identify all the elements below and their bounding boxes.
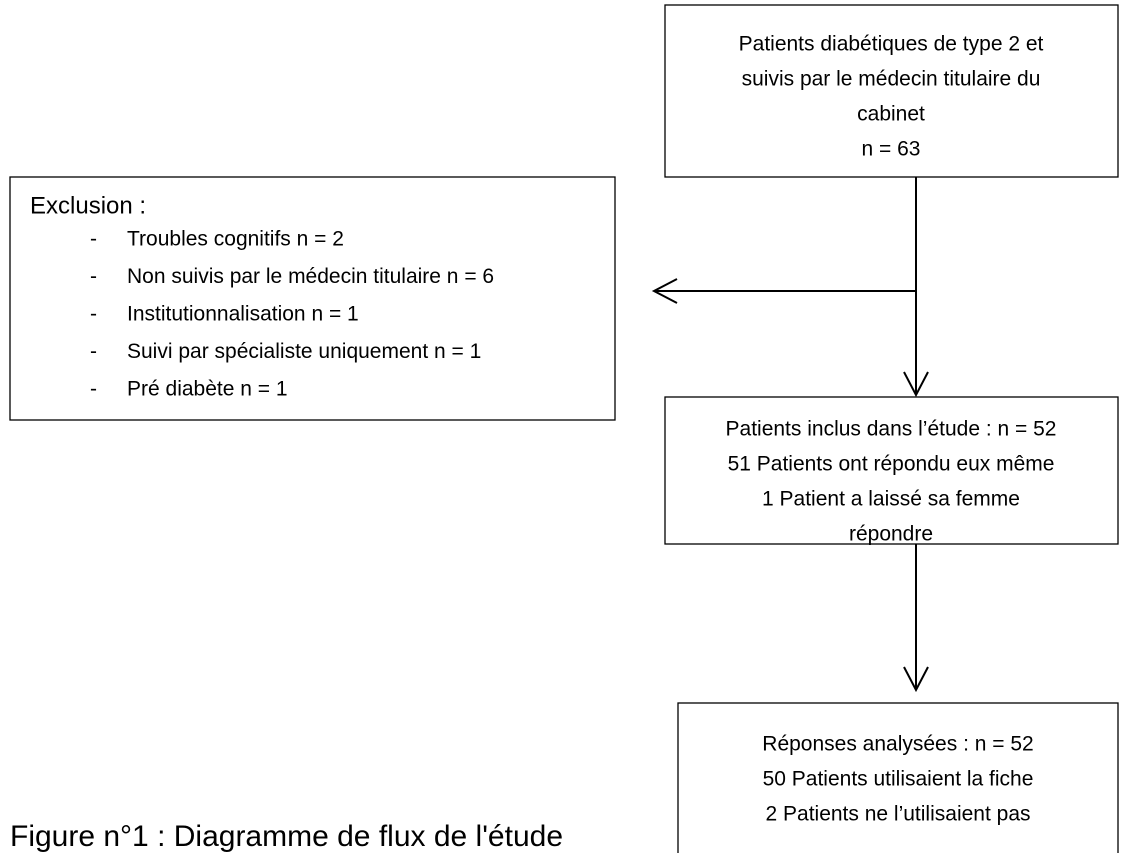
node-line: 2 Patients ne l’utilisaient pas (766, 803, 1031, 826)
caption: Figure n°1 : Diagramme de flux de l'étud… (10, 820, 563, 853)
node-line: cabinet (857, 103, 925, 126)
node-box (664, 396, 1119, 545)
node-line: n = 63 (862, 138, 921, 161)
exclusion-list: - Troubles cognitifs n = 2 - Non suivis par… (90, 228, 494, 401)
node-line: Patients diabétiques de type 2 et (739, 33, 1044, 56)
node-line: Réponses analysées : n = 52 (762, 733, 1033, 756)
node-line: 51 Patients ont répondu eux même (728, 453, 1055, 476)
bullet: - (90, 228, 97, 251)
node-line: Patients inclus dans l’étude : n = 52 (726, 418, 1057, 441)
exclusion-item: Institutionnalisation n = 1 (127, 303, 359, 326)
node-line: suivis par le médecin titulaire du (742, 68, 1041, 91)
node-texts: Patients diabétiques de type 2 et suivis … (726, 33, 1057, 826)
node-line: répondre (849, 523, 933, 546)
bullet: - (90, 340, 97, 363)
node-box (664, 4, 1119, 178)
bullet: - (90, 303, 97, 326)
bullet: - (90, 378, 97, 401)
exclusion-item: Troubles cognitifs n = 2 (127, 228, 344, 251)
node-line: 50 Patients utilisaient la fiche (763, 768, 1034, 791)
arrowhead (903, 666, 929, 693)
exclusion-item: Non suivis par le médecin titulaire n = … (127, 265, 494, 288)
exclusion-box (9, 176, 616, 421)
exclusion-title: Exclusion : (30, 192, 146, 219)
node-line: 1 Patient a laissé sa femme (762, 488, 1020, 511)
arrowhead (903, 371, 929, 398)
arrowhead (651, 278, 678, 304)
bullet: - (90, 265, 97, 288)
exclusion-item: Pré diabète n = 1 (127, 378, 288, 401)
exclusion-item: Suivi par spécialiste uniquement n = 1 (127, 340, 481, 363)
node-box (677, 702, 1119, 853)
